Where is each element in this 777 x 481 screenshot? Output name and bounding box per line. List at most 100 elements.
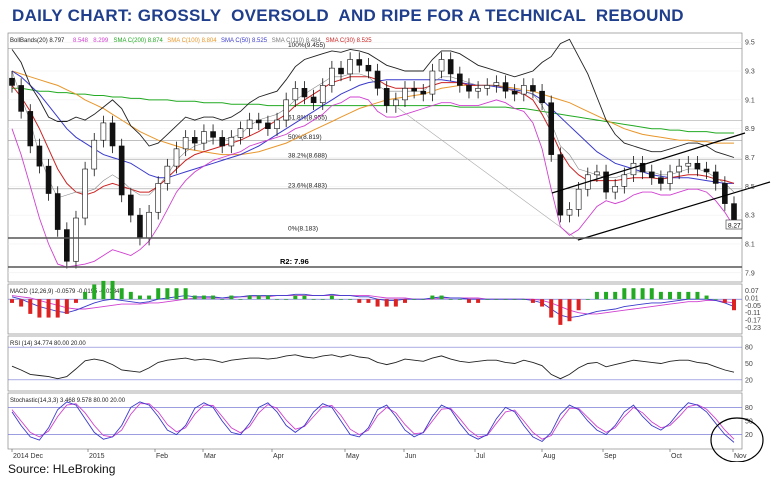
- price-candle: [219, 137, 226, 147]
- macd-histogram-bar: [658, 291, 663, 300]
- fib-level-label: 61.8%(8.955): [288, 114, 327, 121]
- price-candle: [73, 217, 79, 262]
- price-candle: [639, 162, 646, 173]
- macd-histogram-bar: [220, 299, 225, 300]
- price-legend-entry: 8.548: [73, 38, 89, 44]
- chart-title: DAILY CHART: GROSSLY OVERSOLD AND RIPE F…: [12, 6, 684, 25]
- price-candle: [338, 67, 344, 75]
- price-candle: [173, 148, 180, 167]
- price-candle: [374, 70, 381, 89]
- macd-histogram-bar: [201, 295, 206, 300]
- macd-histogram-bar: [412, 299, 417, 300]
- macd-histogram-bar: [101, 280, 106, 300]
- macd-histogram-bar: [576, 299, 581, 311]
- price-y-tick-label: 9.5: [745, 40, 755, 47]
- macd-histogram-bar: [110, 280, 115, 300]
- macd-histogram-bar: [594, 291, 599, 300]
- macd-histogram-bar: [585, 299, 590, 300]
- fib-level-label: 50%(8.819): [288, 134, 322, 141]
- price-candle: [91, 139, 98, 170]
- price-candle: [630, 162, 637, 176]
- x-axis-label: Nov: [734, 453, 747, 460]
- x-axis-label: Oct: [671, 453, 682, 460]
- price-candle: [292, 88, 299, 101]
- x-axis-label: 2014 Dec: [13, 453, 43, 460]
- price-legend-entry: BollBands(20) 8.797: [10, 38, 65, 44]
- rsi-group-y-tick-label: 50: [745, 361, 753, 368]
- macd-histogram-bar: [293, 295, 298, 300]
- fib-level-label: 38.2%(8.688): [288, 153, 327, 160]
- macd-histogram-bar: [156, 288, 161, 300]
- price-candle: [301, 88, 308, 98]
- support-label-r2: R2: 7.96: [280, 257, 309, 266]
- macd-histogram-bar: [476, 299, 481, 303]
- price-candle: [18, 85, 24, 112]
- price-candle: [676, 165, 682, 173]
- price-candle: [594, 171, 600, 176]
- price-candle: [603, 171, 609, 193]
- price-legend-entry: SMA C(100) 8.804: [167, 38, 217, 44]
- macd-histogram-bar: [540, 299, 545, 307]
- stoch-group-legend: Stochastic(14,3,3) 3.468 9.578 80.00 20.…: [10, 398, 126, 404]
- macd-histogram-bar: [640, 288, 645, 300]
- stoch-group-y-tick-label: 50: [745, 419, 753, 426]
- price-candle: [402, 88, 408, 101]
- price-candle: [36, 145, 43, 167]
- price-candle: [365, 64, 372, 72]
- macd-histogram-bar: [439, 295, 444, 300]
- macd-histogram-bar: [247, 295, 252, 300]
- x-axis-label: May: [346, 453, 360, 460]
- sma50-line: [11, 70, 734, 184]
- price-y-tick-label: 9.3: [745, 69, 755, 76]
- macd-histogram-bar: [302, 295, 307, 300]
- price-candle: [182, 137, 189, 150]
- stoch-d-line: [11, 403, 735, 440]
- macd-histogram-bar: [384, 299, 389, 307]
- fib-level-label: 0%(8.183): [288, 226, 318, 233]
- macd-histogram-bar: [704, 295, 709, 300]
- price-candle: [109, 122, 116, 147]
- macd-histogram-bar: [28, 299, 33, 314]
- price-candle: [356, 59, 363, 66]
- stoch-group-y-tick-label: 80: [745, 405, 753, 412]
- macd-histogram-bar: [530, 299, 535, 303]
- macd-histogram-bar: [393, 299, 398, 307]
- macd-histogram-bar: [604, 291, 609, 300]
- price-candle: [420, 90, 427, 95]
- macd-histogram-bar: [503, 299, 508, 300]
- price-candle: [520, 85, 527, 95]
- macd-group-y-tick-label: -0.23: [745, 325, 761, 332]
- fib-retracement-diagonal: [397, 107, 579, 241]
- macd-histogram-bar: [183, 288, 188, 300]
- macd-histogram-bar: [320, 299, 325, 300]
- macd-group-y-tick-label: -0.17: [745, 318, 761, 325]
- stock-chart: 100%(9.455) 61.8%(8.955) 50%(8.819) 38.2%(8…: [7, 32, 771, 462]
- price-candle: [319, 85, 326, 104]
- price-candle: [457, 73, 463, 86]
- price-candle: [191, 137, 198, 144]
- price-candle: [255, 119, 262, 124]
- macd-histogram-bar: [19, 299, 24, 307]
- macd-histogram-bar: [256, 295, 261, 300]
- x-axis-label: Mar: [204, 453, 217, 460]
- price-candle: [484, 85, 491, 89]
- stoch-panel-frame: [7, 392, 743, 450]
- price-candle: [274, 119, 280, 129]
- price-candle: [539, 90, 545, 104]
- price-candle: [265, 122, 271, 129]
- macd-histogram-bar: [238, 299, 243, 300]
- macd-histogram-bar: [83, 291, 88, 300]
- macd-histogram-bar: [686, 291, 691, 300]
- macd-histogram-bar: [512, 299, 517, 300]
- macd-histogram-bar: [128, 291, 133, 300]
- price-candle: [27, 111, 34, 147]
- x-axis-label: Sep: [604, 453, 617, 460]
- macd-line: [11, 293, 735, 319]
- macd-histogram-bar: [402, 299, 407, 303]
- price-candle: [329, 67, 335, 86]
- price-candle: [82, 168, 88, 219]
- macd-histogram-bar: [10, 299, 14, 303]
- macd-histogram-bar: [147, 295, 152, 300]
- stoch-group-y-tick-label: 20: [745, 432, 753, 439]
- macd-histogram-bar: [549, 299, 554, 318]
